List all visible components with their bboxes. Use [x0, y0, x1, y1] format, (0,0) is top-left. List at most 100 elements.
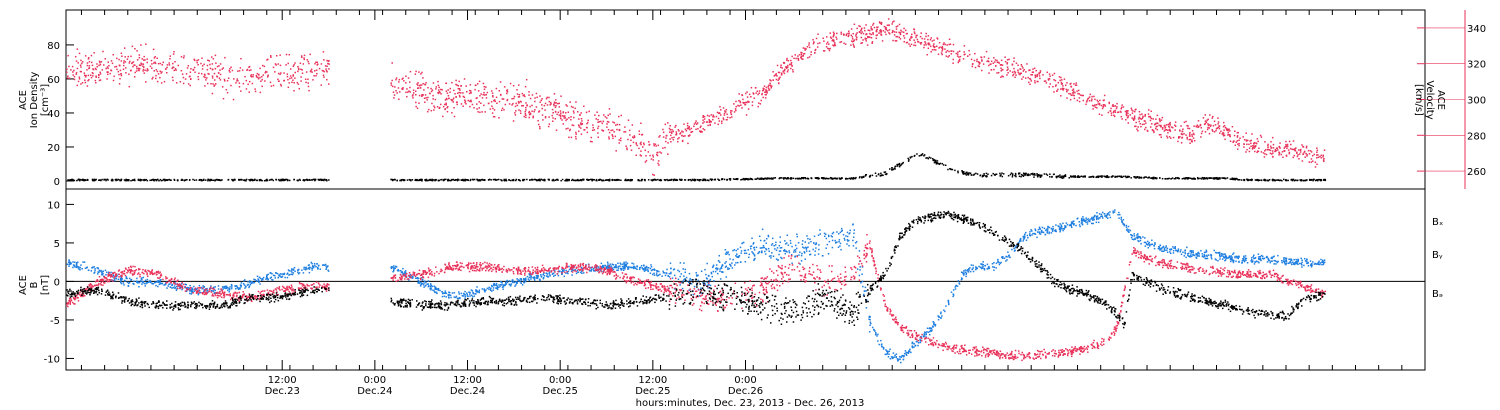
- density-point: [1064, 175, 1066, 177]
- density-point: [1140, 177, 1143, 179]
- velocity-point: [930, 51, 932, 53]
- velocity-point: [778, 78, 781, 80]
- velocity-point: [1237, 131, 1240, 134]
- density-point: [1121, 176, 1123, 178]
- density-point: [418, 178, 421, 181]
- velocity-point: [709, 121, 712, 123]
- velocity-point: [424, 94, 427, 96]
- velocity-point: [503, 86, 506, 88]
- b-by-point: [1070, 226, 1073, 229]
- density-point: [918, 155, 921, 157]
- velocity-point: [1189, 131, 1191, 134]
- b-by-point: [1082, 218, 1085, 220]
- density-point: [214, 179, 216, 182]
- velocity-point: [911, 36, 913, 39]
- velocity-point: [701, 131, 703, 133]
- velocity-point: [143, 66, 145, 68]
- velocity-point: [219, 69, 221, 71]
- density-point: [762, 178, 765, 181]
- b-by-point: [1174, 246, 1176, 248]
- b-by-point: [439, 289, 441, 292]
- velocity-point: [939, 46, 941, 49]
- density-point: [1022, 175, 1025, 177]
- velocity-point: [927, 47, 930, 50]
- density-point: [128, 179, 130, 182]
- density-point: [425, 178, 428, 181]
- velocity-point: [1174, 125, 1177, 127]
- velocity-point: [1138, 120, 1141, 123]
- density-point: [1217, 178, 1219, 180]
- density-point: [900, 164, 902, 167]
- velocity-point: [314, 70, 316, 72]
- velocity-point: [1292, 156, 1294, 159]
- density-point: [1276, 179, 1279, 181]
- velocity-point: [463, 99, 466, 101]
- velocity-point: [324, 65, 327, 67]
- velocity-point: [1187, 127, 1189, 130]
- b-by-point: [400, 271, 403, 274]
- velocity-point: [476, 108, 478, 110]
- density-point: [449, 179, 451, 182]
- velocity-point: [657, 151, 659, 154]
- density-point: [817, 176, 819, 179]
- velocity-point: [546, 104, 549, 106]
- b-by-point: [512, 280, 515, 283]
- velocity-point: [124, 61, 127, 63]
- density-point: [1011, 173, 1014, 175]
- velocity-point: [172, 79, 174, 82]
- velocity-point: [446, 106, 448, 109]
- density-point: [495, 179, 497, 181]
- b-by-point: [1270, 260, 1272, 262]
- density-point: [614, 179, 616, 181]
- velocity-point: [516, 104, 519, 107]
- velocity-point: [778, 71, 781, 74]
- density-point: [1247, 179, 1249, 182]
- b-by-point: [490, 284, 493, 287]
- density-point: [611, 179, 613, 181]
- velocity-point: [1019, 72, 1021, 74]
- velocity-point: [977, 61, 980, 63]
- b-by-point: [972, 264, 974, 267]
- velocity-point: [688, 125, 691, 128]
- velocity-point: [611, 134, 613, 136]
- velocity-point: [457, 87, 460, 90]
- velocity-point: [135, 70, 138, 72]
- b-by-point: [401, 271, 404, 274]
- velocity-point: [1026, 63, 1028, 65]
- velocity-point: [1149, 126, 1152, 128]
- velocity-point: [154, 55, 156, 58]
- velocity-point: [723, 114, 726, 116]
- velocity-point: [801, 52, 803, 54]
- velocity-point: [407, 91, 409, 93]
- velocity-point: [1088, 99, 1091, 102]
- velocity-point: [491, 112, 494, 114]
- velocity-point: [1072, 94, 1074, 96]
- velocity-point: [722, 117, 725, 119]
- density-point: [420, 178, 423, 181]
- velocity-point: [1006, 66, 1009, 68]
- velocity-point: [280, 85, 283, 87]
- velocity-point: [769, 85, 772, 87]
- density-point: [769, 177, 771, 180]
- velocity-point: [828, 48, 830, 50]
- velocity-point: [1272, 147, 1275, 149]
- velocity-point: [1234, 144, 1237, 146]
- density-point: [817, 178, 820, 180]
- velocity-point: [786, 70, 789, 73]
- density-point: [963, 171, 965, 173]
- velocity-point: [1125, 118, 1127, 121]
- density-point: [477, 179, 480, 182]
- b-by-point: [1051, 228, 1053, 231]
- b-by-point: [891, 357, 894, 360]
- velocity-point: [1071, 92, 1074, 94]
- velocity-point: [1246, 143, 1248, 146]
- velocity-point: [746, 96, 749, 98]
- velocity-point: [1323, 158, 1325, 160]
- density-point: [1038, 174, 1040, 177]
- velocity-point: [1255, 145, 1257, 147]
- velocity-point: [1021, 65, 1023, 68]
- density-point: [800, 177, 803, 180]
- velocity-point: [528, 110, 531, 113]
- density-point: [747, 178, 749, 181]
